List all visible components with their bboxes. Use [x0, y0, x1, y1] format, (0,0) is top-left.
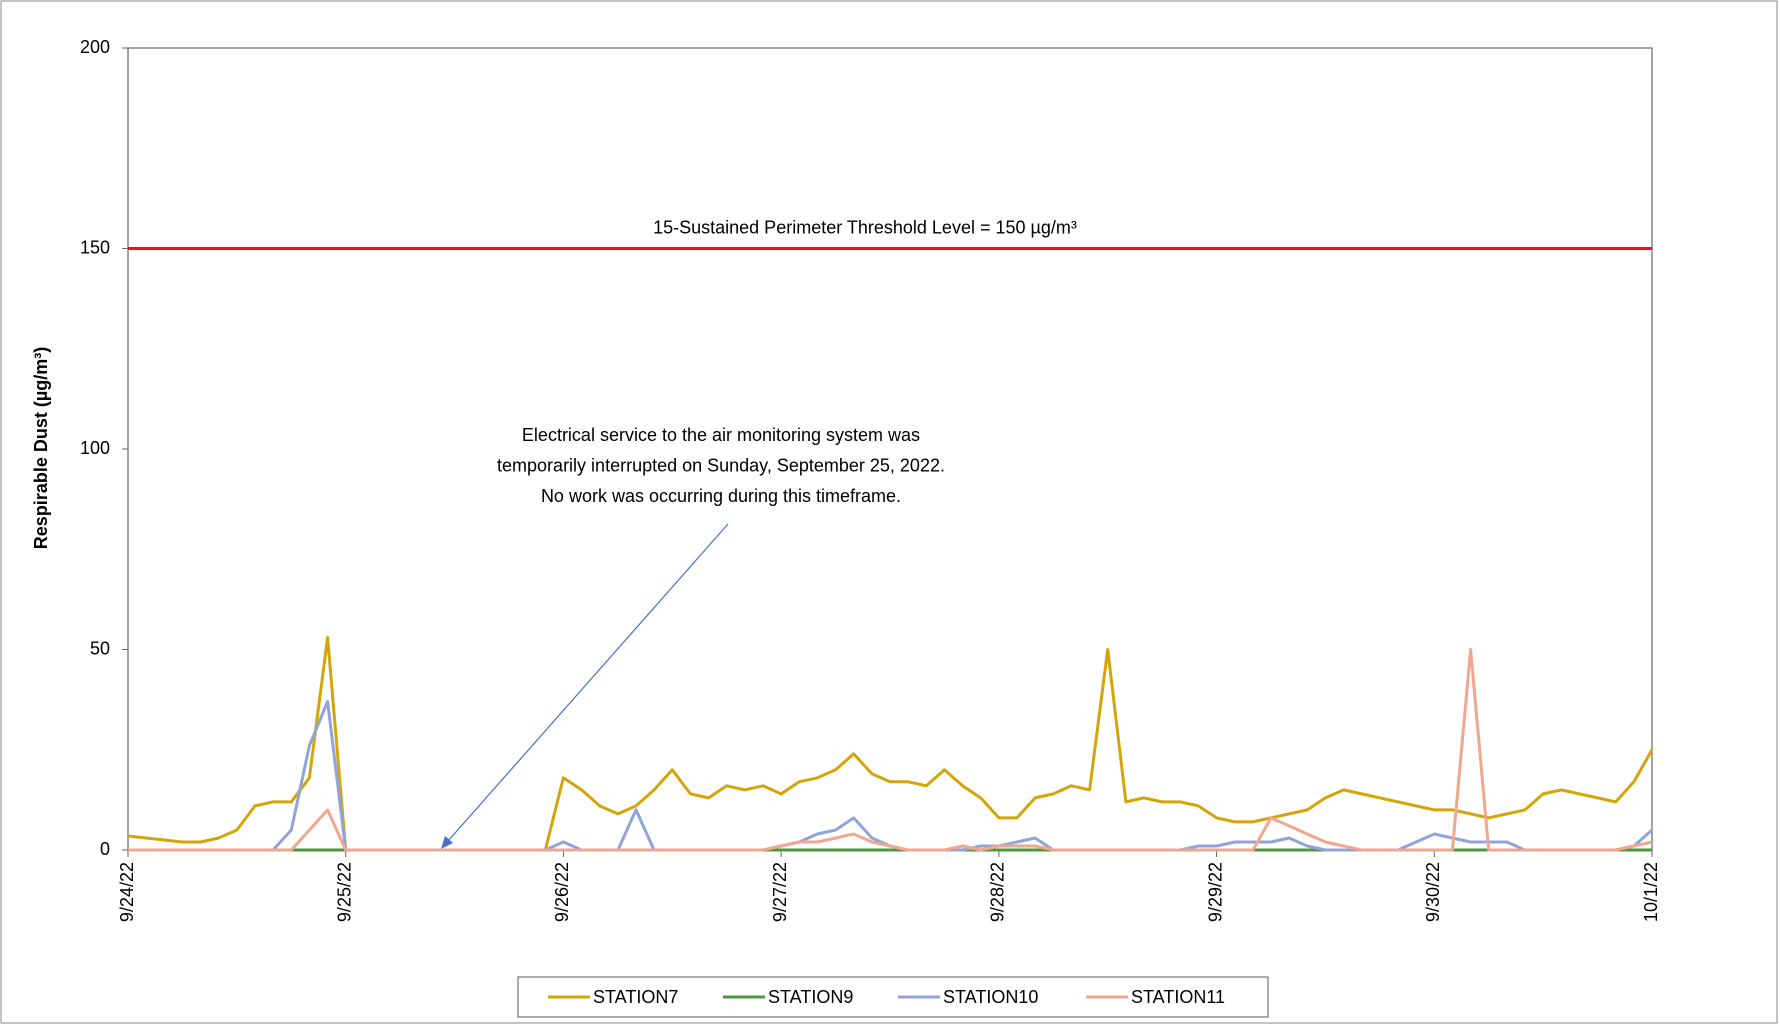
legend-label: STATION10	[943, 987, 1038, 1007]
annotation-text: temporarily interrupted on Sunday, Septe…	[497, 455, 945, 475]
legend-label: STATION9	[768, 987, 853, 1007]
annotation-text: No work was occurring during this timefr…	[541, 486, 901, 506]
x-tick-label: 9/28/22	[988, 862, 1008, 922]
x-tick-label: 9/24/22	[117, 862, 137, 922]
arrow-head	[441, 836, 453, 849]
y-tick-label: 0	[100, 839, 110, 859]
x-tick-label: 9/29/22	[1205, 862, 1225, 922]
threshold-label: 15-Sustained Perimeter Threshold Level =…	[653, 217, 1077, 237]
x-tick-label: 9/30/22	[1423, 862, 1443, 922]
x-tick-label: 9/26/22	[552, 862, 572, 922]
y-tick-label: 200	[80, 37, 110, 57]
x-tick-label: 10/1/22	[1641, 862, 1661, 922]
legend-label: STATION7	[593, 987, 678, 1007]
y-tick-label: 150	[80, 237, 110, 257]
series-line	[128, 648, 1653, 852]
annotation-arrow	[447, 523, 729, 842]
y-tick-label: 50	[90, 638, 110, 658]
legend	[517, 976, 1269, 1018]
annotation-text: Electrical service to the air monitoring…	[522, 425, 920, 445]
legend-label: STATION11	[1131, 987, 1225, 1007]
x-tick-label: 9/27/22	[770, 862, 790, 922]
y-axis-label: Respirable Dust (µg/m³)	[31, 347, 51, 549]
y-tick-label: 100	[80, 438, 110, 458]
x-tick-label: 9/25/22	[334, 862, 354, 922]
